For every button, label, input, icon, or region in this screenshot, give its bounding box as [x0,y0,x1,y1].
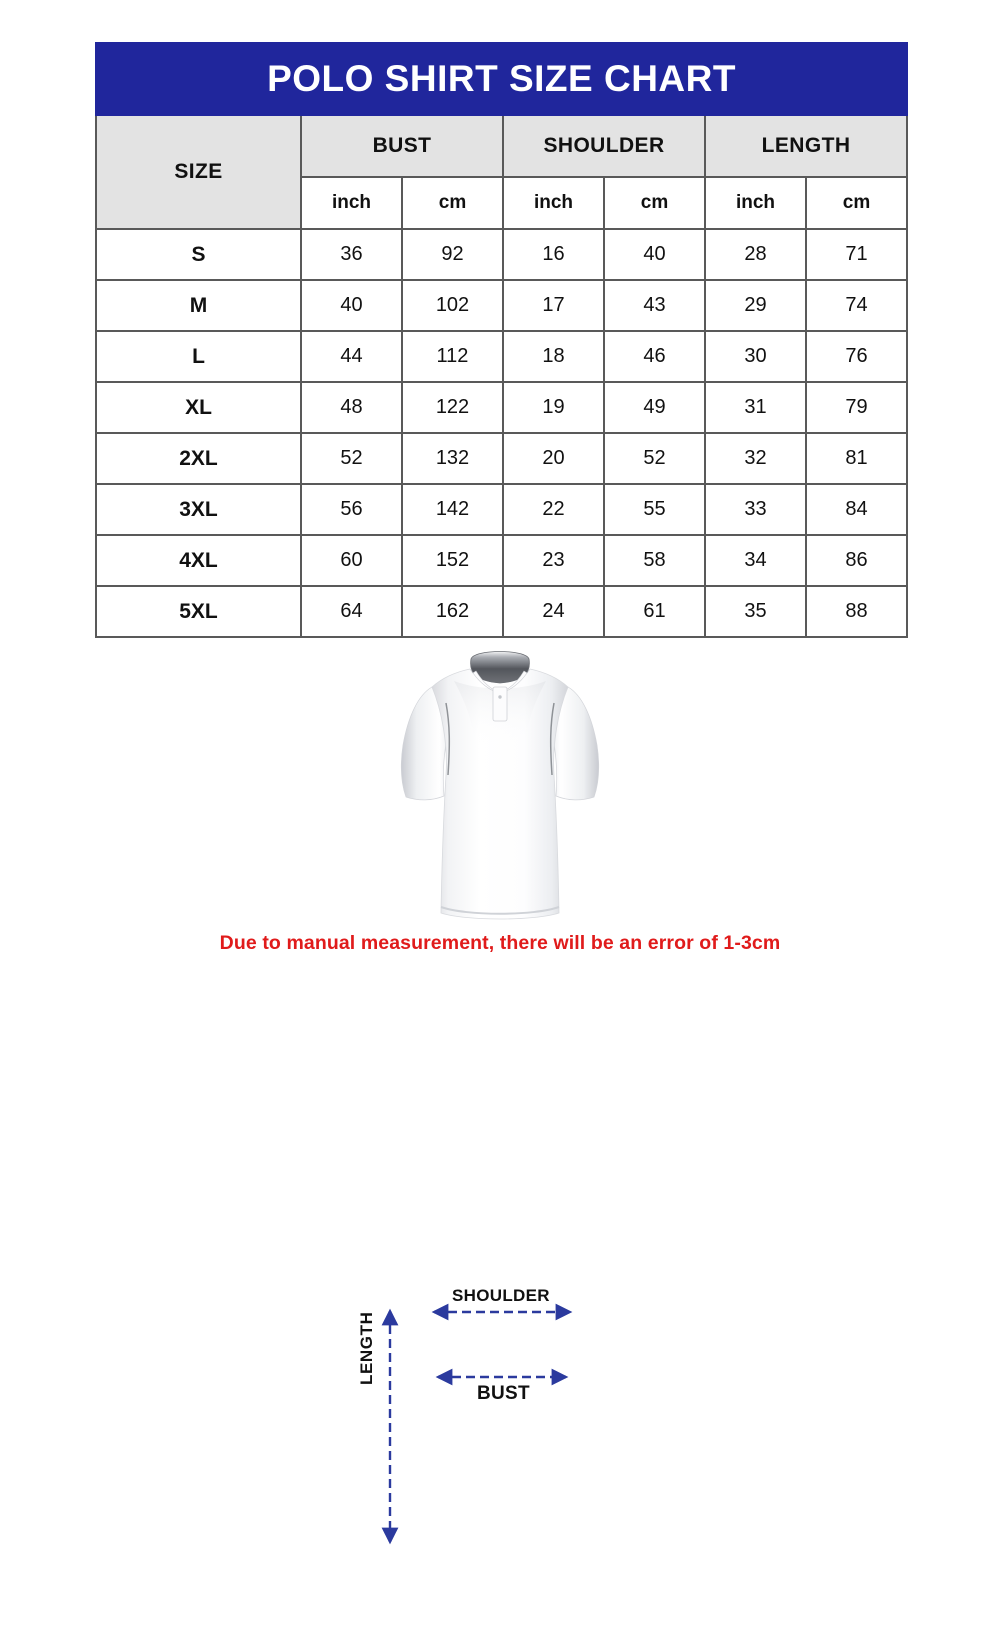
length-label: LENGTH [357,1311,376,1385]
shirt-right-sleeve [547,686,600,801]
cell-bust-cm: 132 [401,432,504,485]
table-row: M 40 102 17 43 29 74 [95,279,909,332]
cell-shoulder-cm: 40 [603,228,706,281]
column-header-size: SIZE [95,114,302,230]
cell-bust-cm: 102 [401,279,504,332]
size-chart-body: S 36 92 16 40 28 71 M 40 102 17 43 29 74 L 44 112 18 46 30 7… [95,228,909,638]
cell-size: L [95,330,302,383]
cell-bust-cm: 92 [401,228,504,281]
cell-length-cm: 79 [804,381,909,434]
cell-length-inch: 35 [704,585,807,638]
cell-shoulder-inch: 19 [502,381,605,434]
cell-bust-inch: 44 [300,330,403,383]
cell-length-cm: 71 [804,228,909,281]
unit-shoulder-cm: cm [603,176,706,230]
size-chart-table: POLO SHIRT SIZE CHART SIZE BUST SHOULDER… [94,42,909,638]
cell-shoulder-cm: 52 [603,432,706,485]
table-group-header-row: SIZE BUST SHOULDER LENGTH [95,114,909,230]
cell-bust-cm: 152 [401,534,504,587]
table-row: 5XL 64 162 24 61 35 88 [95,585,909,638]
cell-size: S [95,228,302,281]
shirt-left-armhole-seam [445,702,451,776]
cell-length-cm: 74 [804,279,909,332]
unit-length-inch: inch [704,176,807,230]
table-unit-row: inch cm inch cm inch cm [96,176,909,230]
cell-bust-cm: 142 [401,483,504,536]
column-header-shoulder: SHOULDER [502,114,706,178]
unit-bust-inch: inch [300,176,403,230]
table-row: 2XL 52 132 20 52 32 81 [95,432,909,485]
cell-size: 2XL [95,432,302,485]
polo-shirt-illustration [400,651,600,920]
cell-bust-inch: 60 [300,534,403,587]
cell-bust-inch: 40 [300,279,403,332]
unit-bust-cm: cm [401,176,504,230]
cell-bust-cm: 122 [401,381,504,434]
table-row: XL 48 122 19 49 31 79 [95,381,909,434]
table-row: S 36 92 16 40 28 71 [95,228,909,281]
cell-shoulder-inch: 17 [502,279,605,332]
cell-length-cm: 81 [804,432,909,485]
size-chart-table-container: POLO SHIRT SIZE CHART SIZE BUST SHOULDER… [94,42,909,638]
cell-shoulder-cm: 58 [603,534,706,587]
cell-shoulder-inch: 16 [502,228,605,281]
shirt-left-sleeve [400,686,453,801]
cell-length-cm: 88 [804,585,909,638]
cell-bust-inch: 36 [300,228,403,281]
cell-bust-inch: 52 [300,432,403,485]
measurement-diagram: SHOULDER BUST LENGTH [0,625,1000,1545]
cell-size: 3XL [95,483,302,536]
cell-shoulder-inch: 20 [502,432,605,485]
cell-shoulder-cm: 46 [603,330,706,383]
cell-bust-cm: 162 [401,585,504,638]
table-row: L 44 112 18 46 30 76 [95,330,909,383]
cell-size: M [95,279,302,332]
cell-size: 4XL [95,534,302,587]
shirt-right-armhole-seam [549,702,555,776]
cell-length-inch: 34 [704,534,807,587]
shirt-hem [440,906,560,915]
column-header-length: LENGTH [703,114,909,178]
cell-shoulder-inch: 18 [502,330,605,383]
bust-label: BUST [477,1383,530,1404]
shoulder-label: SHOULDER [452,1286,550,1305]
cell-length-inch: 29 [704,279,807,332]
cell-shoulder-cm: 55 [603,483,706,536]
cell-bust-inch: 64 [300,585,403,638]
cell-size: 5XL [95,585,302,638]
cell-size: XL [95,381,302,434]
shirt-body [431,668,569,920]
cell-bust-cm: 112 [401,330,504,383]
shirt-placket [492,686,508,722]
page-title: POLO SHIRT SIZE CHART [94,42,909,116]
unit-shoulder-inch: inch [502,176,605,230]
cell-length-inch: 33 [704,483,807,536]
measurement-disclaimer: Due to manual measurement, there will be… [219,932,781,954]
cell-length-cm: 76 [804,330,909,383]
cell-length-cm: 84 [804,483,909,536]
shirt-button [498,695,502,699]
cell-length-inch: 28 [704,228,807,281]
table-row: 3XL 56 142 22 55 33 84 [95,483,909,536]
unit-length-cm: cm [804,176,909,230]
cell-bust-inch: 56 [300,483,403,536]
cell-length-inch: 32 [704,432,807,485]
column-header-bust: BUST [300,114,504,178]
cell-shoulder-cm: 61 [603,585,706,638]
cell-shoulder-inch: 23 [502,534,605,587]
cell-length-cm: 86 [804,534,909,587]
cell-shoulder-inch: 24 [502,585,605,638]
cell-shoulder-cm: 49 [603,381,706,434]
cell-bust-inch: 48 [300,381,403,434]
cell-shoulder-inch: 22 [502,483,605,536]
cell-length-inch: 30 [704,330,807,383]
cell-length-inch: 31 [704,381,807,434]
table-row: 4XL 60 152 23 58 34 86 [95,534,909,587]
table-title-row: POLO SHIRT SIZE CHART [94,42,909,116]
cell-shoulder-cm: 43 [603,279,706,332]
